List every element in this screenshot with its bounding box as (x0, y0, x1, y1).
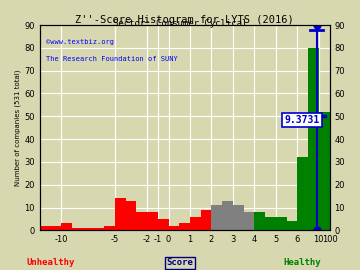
Bar (255, 212, 265, 230)
Bar (179, 224, 190, 230)
Text: Healthy: Healthy (284, 258, 321, 267)
Text: Unhealthy: Unhealthy (26, 258, 75, 267)
Text: Sector: Consumer Cyclical: Sector: Consumer Cyclical (113, 19, 247, 28)
Bar (83, 228, 94, 230)
Title: Z''-Score Histogram for LYTS (2016): Z''-Score Histogram for LYTS (2016) (75, 15, 294, 25)
Y-axis label: Number of companies (531 total): Number of companies (531 total) (15, 69, 22, 186)
Bar (104, 226, 115, 230)
Text: 9.3731: 9.3731 (284, 115, 320, 125)
Bar (297, 157, 308, 230)
Bar (126, 201, 136, 230)
Bar (147, 212, 158, 230)
Text: The Research Foundation of SUNY: The Research Foundation of SUNY (46, 56, 177, 62)
Bar (244, 212, 255, 230)
Bar (319, 112, 329, 230)
Bar (136, 212, 147, 230)
Text: Score: Score (167, 258, 193, 267)
Bar (50, 226, 61, 230)
Bar (40, 226, 50, 230)
Bar (158, 219, 168, 230)
Bar (265, 217, 276, 230)
Bar (168, 226, 179, 230)
Bar (233, 205, 244, 230)
Bar (190, 217, 201, 230)
Bar (61, 224, 72, 230)
Bar (222, 201, 233, 230)
Bar (94, 228, 104, 230)
Bar (211, 205, 222, 230)
Bar (201, 210, 211, 230)
Bar (287, 221, 297, 230)
Bar (115, 198, 126, 230)
Bar (276, 217, 287, 230)
Bar (308, 48, 319, 230)
Bar (72, 228, 83, 230)
Text: ©www.textbiz.org: ©www.textbiz.org (46, 39, 113, 45)
